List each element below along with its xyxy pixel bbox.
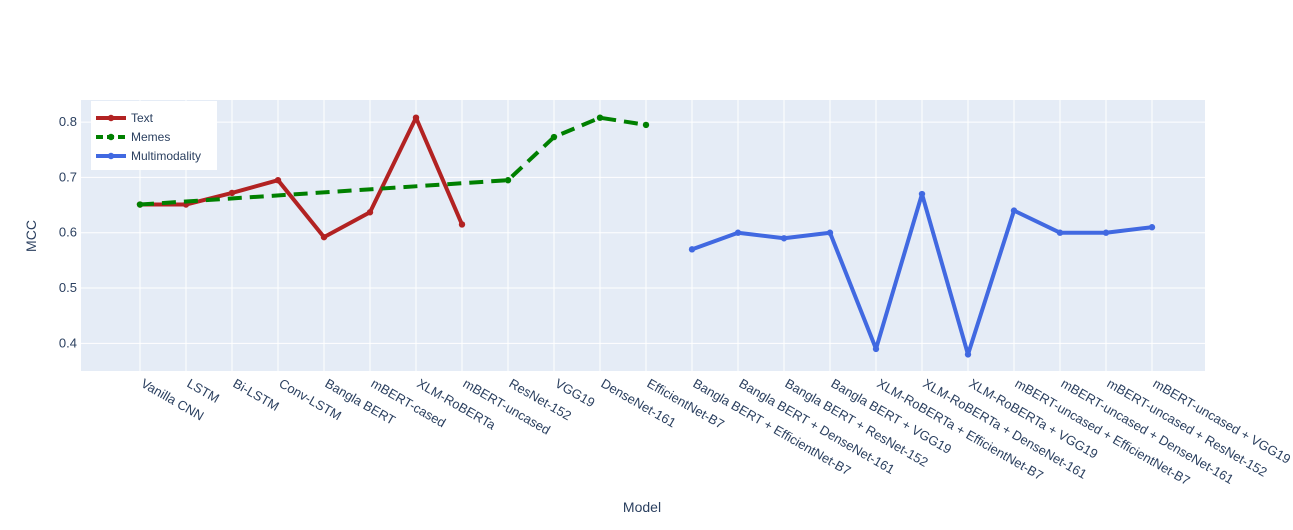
data-point[interactable] — [137, 201, 143, 207]
data-point[interactable] — [413, 114, 419, 120]
legend-label: Text — [131, 111, 154, 125]
data-point[interactable] — [919, 191, 925, 197]
data-point[interactable] — [1011, 207, 1017, 213]
data-point[interactable] — [505, 177, 511, 183]
legend-marker — [108, 153, 114, 159]
data-point[interactable] — [1057, 230, 1063, 236]
data-point[interactable] — [459, 221, 465, 227]
data-point[interactable] — [965, 351, 971, 357]
legend[interactable]: Text Memes Multimodality — [91, 101, 217, 170]
y-tick-label: 0.5 — [59, 280, 77, 295]
legend-label: Multimodality — [131, 149, 201, 163]
legend-label: Memes — [131, 130, 170, 144]
y-tick-label: 0.6 — [59, 225, 77, 240]
x-tick-label: Bi-LSTM — [231, 376, 282, 414]
legend-marker — [108, 115, 114, 121]
data-point[interactable] — [827, 230, 833, 236]
data-point[interactable] — [873, 346, 879, 352]
data-point[interactable] — [321, 234, 327, 240]
data-point[interactable] — [1149, 224, 1155, 230]
data-point[interactable] — [1103, 230, 1109, 236]
data-point[interactable] — [781, 235, 787, 241]
x-axis-title: Model — [623, 499, 661, 515]
y-tick-label: 0.4 — [59, 335, 77, 350]
data-point[interactable] — [551, 134, 557, 140]
data-point[interactable] — [275, 177, 281, 183]
y-tick-label: 0.8 — [59, 114, 77, 129]
plot-background — [81, 100, 1205, 371]
data-point[interactable] — [643, 122, 649, 128]
y-axis-title: MCC — [23, 220, 39, 252]
data-point[interactable] — [735, 230, 741, 236]
legend-marker — [108, 134, 114, 140]
data-point[interactable] — [689, 246, 695, 252]
data-point[interactable] — [229, 190, 235, 196]
data-point[interactable] — [367, 209, 373, 215]
data-point[interactable] — [597, 114, 603, 120]
y-tick-label: 0.7 — [59, 169, 77, 184]
y-tick-labels: 0.4 0.5 0.6 0.7 0.8 — [59, 114, 77, 350]
